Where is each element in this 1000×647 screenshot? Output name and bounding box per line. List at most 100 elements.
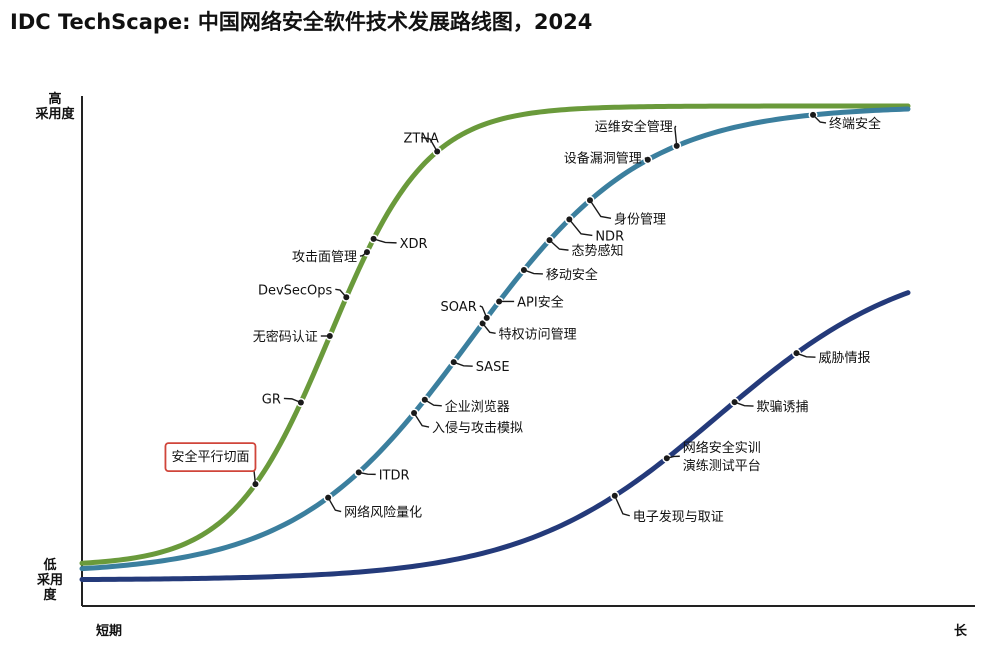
point-late-2: 欺骗诱捕 — [730, 397, 809, 415]
point-label-line: 特权访问管理 — [499, 326, 577, 342]
point-mid-8: 移动安全 — [519, 265, 598, 283]
point-early-0: 安全平行切面 — [164, 442, 260, 489]
y-high-line2: 采用度 — [35, 107, 75, 122]
point-label: ITDR — [379, 468, 410, 483]
y-low-line3: 度 — [43, 588, 57, 603]
point-label: 移动安全 — [546, 267, 598, 283]
point-label: 身份管理 — [614, 211, 666, 227]
leader-line — [644, 157, 649, 161]
point-label-line: 设备漏洞管理 — [564, 151, 642, 167]
point-label: 终端安全 — [829, 116, 881, 132]
leader-line — [796, 352, 816, 358]
point-label: 无密码认证 — [253, 329, 318, 345]
leader-line — [549, 239, 569, 251]
leader-line — [335, 288, 347, 298]
point-label: 设备漏洞管理 — [564, 151, 642, 167]
point-marker — [252, 481, 259, 488]
point-mid-10: NDR — [564, 214, 624, 244]
leader-line — [424, 399, 442, 407]
leader-line — [523, 269, 543, 275]
point-label: 网络安全实训演练测试平台 — [683, 440, 761, 474]
x-axis-right-label: 长 — [954, 624, 968, 639]
point-label-line: 终端安全 — [829, 116, 881, 132]
leader-line — [734, 401, 754, 407]
point-mid-0: 网络风险量化 — [323, 493, 422, 521]
chart-title: IDC TechScape: 中国网络安全软件技术发展路线图，2024 — [10, 10, 593, 34]
point-early-6: ZTNA — [403, 131, 442, 156]
point-label: SASE — [476, 360, 510, 375]
point-label-line: 入侵与攻击模拟 — [432, 420, 523, 436]
point-early-2: 无密码认证 — [253, 329, 335, 345]
point-mid-2: 入侵与攻击模拟 — [409, 408, 523, 436]
point-mid-4: SASE — [449, 357, 510, 375]
point-mid-13: 运维安全管理 — [595, 119, 682, 151]
curve-mid — [79, 106, 911, 572]
point-label: ZTNA — [403, 131, 439, 146]
point-label-line: 身份管理 — [614, 211, 666, 227]
point-label-line: 态势感知 — [572, 243, 624, 259]
point-label-line: 运维安全管理 — [595, 119, 673, 135]
curve-late — [79, 290, 911, 583]
point-label-line: 演练测试平台 — [683, 458, 761, 474]
point-label-line: ITDR — [379, 468, 410, 483]
point-late-1: 网络安全实训演练测试平台 — [662, 440, 761, 474]
leader-line — [358, 471, 376, 476]
leader-line — [359, 251, 368, 257]
point-label-line: NDR — [595, 229, 624, 244]
leader-line — [327, 497, 342, 513]
point-label: DevSecOps — [258, 283, 333, 298]
leader-line — [373, 238, 397, 244]
point-early-1: GR — [262, 392, 306, 407]
leader-line — [614, 495, 630, 517]
point-mid-6: SOAR — [441, 300, 492, 323]
point-early-4: 攻击面管理 — [292, 247, 372, 265]
y-low-line2: 采用 — [36, 573, 63, 588]
point-label: 欺骗诱捕 — [757, 399, 809, 415]
point-label-line: XDR — [400, 237, 428, 252]
leader-line — [283, 397, 302, 404]
point-label: 攻击面管理 — [292, 250, 357, 265]
point-label-line: 电子发现与取证 — [633, 509, 724, 525]
y-high-line1: 高 — [48, 92, 62, 107]
point-label: 网络风险量化 — [344, 505, 422, 521]
point-mid-1: ITDR — [354, 467, 410, 483]
point-mid-12: 设备漏洞管理 — [564, 151, 653, 167]
point-label-line: 威胁情报 — [818, 351, 870, 366]
leader-line — [482, 322, 496, 335]
y-axis-low-label: 低 采用 度 — [28, 558, 72, 603]
x-axis-left-label: 短期 — [96, 624, 123, 639]
point-late-0: 电子发现与取证 — [610, 491, 724, 525]
point-mid-9: 态势感知 — [545, 235, 624, 259]
point-mid-7: API安全 — [494, 294, 564, 310]
point-label: 威胁情报 — [818, 351, 870, 366]
highlight-box — [164, 442, 257, 473]
point-label-line: 无密码认证 — [253, 329, 318, 345]
point-label: SOAR — [441, 300, 477, 315]
point-label-line: 企业浏览器 — [445, 399, 510, 415]
point-label: 入侵与攻击模拟 — [432, 420, 523, 436]
curve-early — [79, 103, 911, 566]
leader-line — [413, 412, 430, 428]
leader-line — [479, 305, 488, 319]
point-label-line: ZTNA — [403, 131, 439, 146]
point-early-5: XDR — [369, 234, 428, 252]
point-label: API安全 — [517, 294, 564, 310]
point-label-line: 攻击面管理 — [292, 250, 357, 265]
point-label: GR — [262, 392, 281, 407]
point-label: XDR — [400, 237, 428, 252]
point-label-line: 网络风险量化 — [344, 505, 422, 521]
point-label: 特权访问管理 — [499, 326, 577, 342]
point-label: 电子发现与取证 — [633, 509, 724, 525]
point-label: 态势感知 — [572, 243, 624, 259]
point-mid-11: 身份管理 — [585, 195, 666, 227]
point-label-line: GR — [262, 392, 281, 407]
point-label: 运维安全管理 — [595, 119, 673, 135]
leader-line — [812, 114, 827, 124]
point-label-line: DevSecOps — [258, 283, 333, 298]
point-label-line: 欺骗诱捕 — [757, 399, 809, 415]
point-label-line: 移动安全 — [546, 267, 598, 283]
leader-line — [674, 125, 678, 146]
point-label-line: API安全 — [517, 294, 564, 310]
point-label-line: SASE — [476, 360, 510, 375]
